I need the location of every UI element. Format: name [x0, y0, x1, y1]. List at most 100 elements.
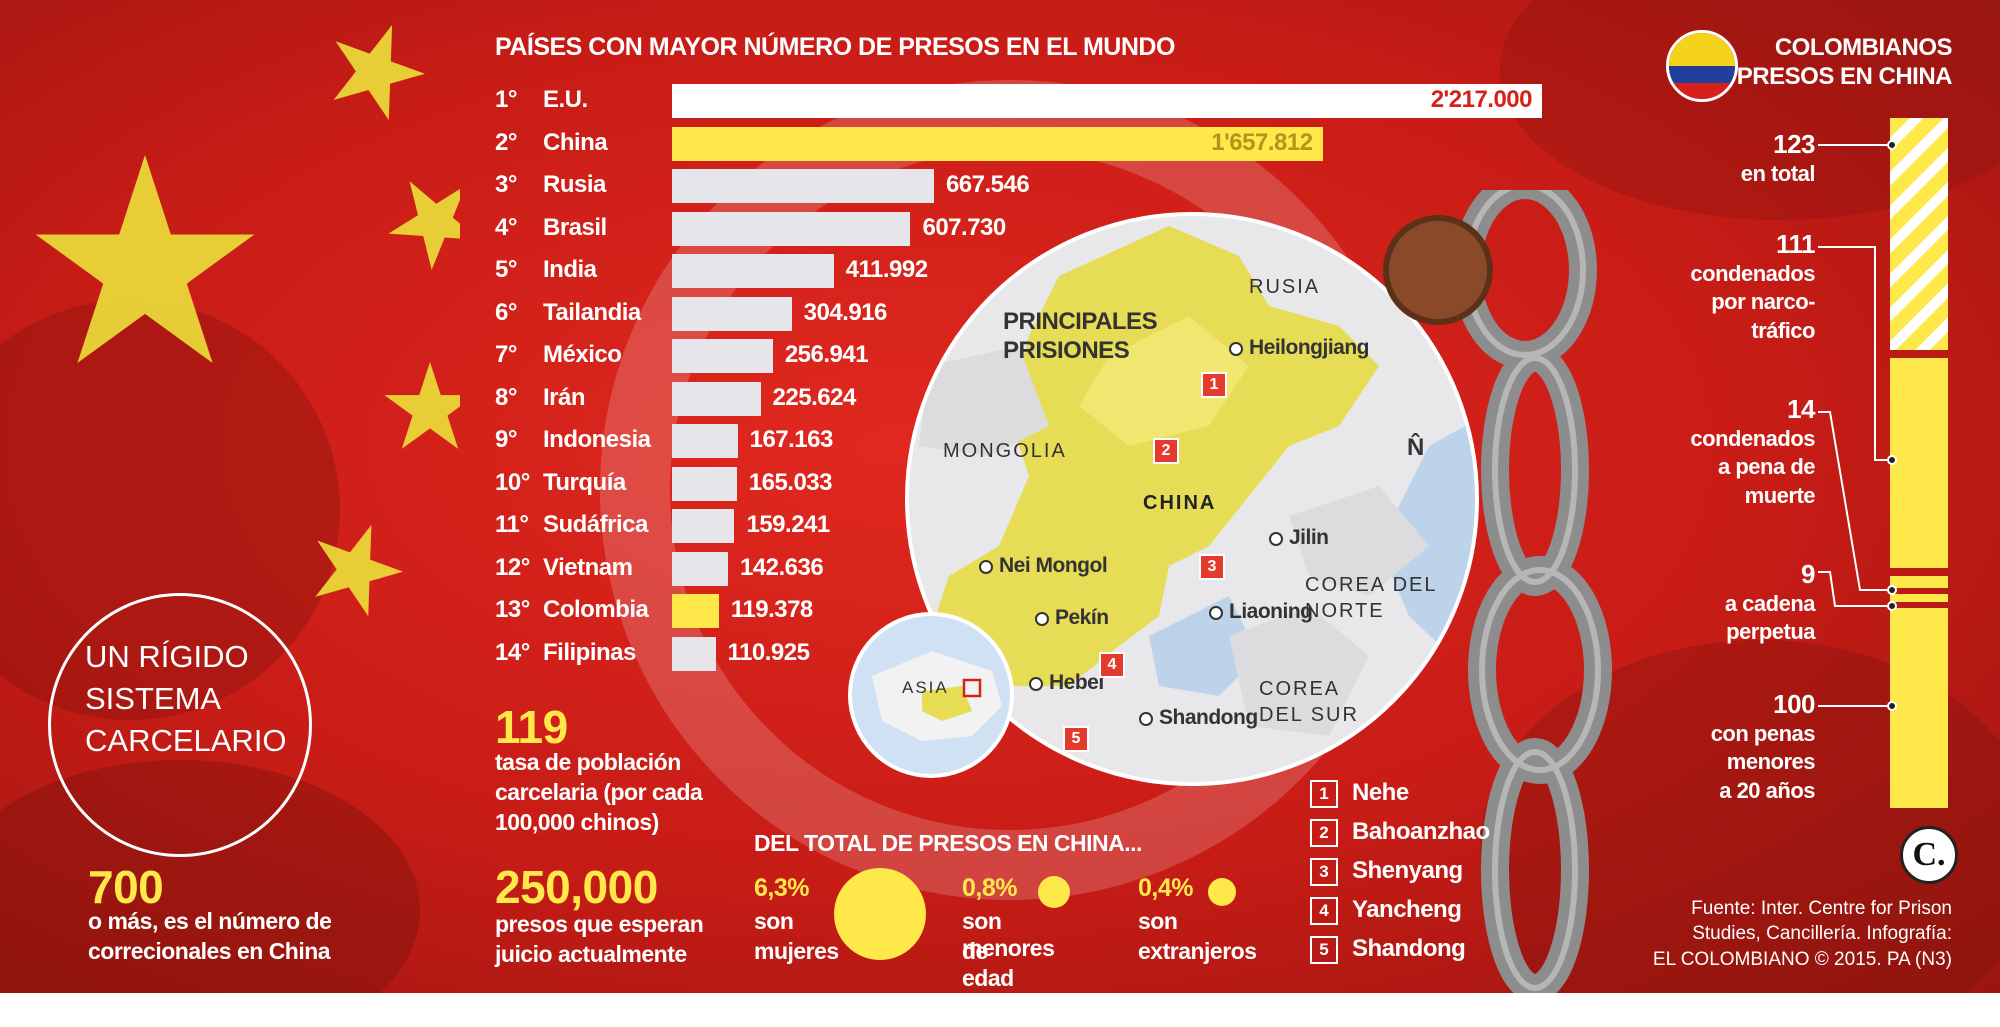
bar-rank: 14° — [495, 638, 530, 666]
legend-number-box: 3 — [1310, 858, 1338, 886]
colombianos-labels: 123 en total 111 condenados por narco-tráfic… — [1620, 0, 1815, 820]
bar-rank: 5° — [495, 256, 517, 283]
city-dot-icon — [1029, 677, 1043, 691]
bar — [672, 211, 911, 246]
bar-chart: 1° E.U. 2'217.000 2° China 1'657.812 3° Rusia 66… — [495, 86, 1533, 671]
bar — [672, 594, 719, 628]
pct-value: 0,4% — [1138, 874, 1193, 902]
bar — [672, 254, 834, 288]
bar — [672, 551, 728, 586]
bar-country-label: Brasil — [543, 213, 607, 241]
prison-marker: 3 — [1199, 554, 1225, 580]
main-title-line: SISTEMA — [85, 680, 222, 716]
bar-country-label: India — [543, 256, 597, 283]
segment-menores-20 — [1890, 608, 1948, 808]
legend-prison-name: Yancheng — [1352, 896, 1462, 923]
prison-marker: 1 — [1201, 372, 1227, 398]
bar-rank: 4° — [495, 213, 517, 241]
legend-number-box: 5 — [1310, 936, 1338, 964]
chain-illustration — [1383, 190, 1612, 993]
bar-country-label: México — [543, 341, 622, 368]
colombianos-stat-line: a cadena — [1724, 590, 1816, 616]
correctional-text-line: correcionales en China — [88, 937, 331, 964]
colombianos-stat-line: con penas — [1710, 720, 1816, 746]
colombianos-stat-line: tráfico — [1751, 318, 1815, 344]
pct-bubble — [1037, 875, 1071, 909]
colombianos-stat-number: 14 — [1787, 394, 1815, 424]
bar-value-label: 1'657.812 — [1211, 128, 1313, 156]
colombianos-bar — [1890, 118, 1948, 808]
rate-text: tasa de población carcelaria (por cada 1… — [495, 748, 703, 838]
label-mongolia: MONGOLIA — [943, 440, 1067, 462]
bar-country-label: Sudáfrica — [543, 511, 648, 538]
map-title-line: PRISIONES — [1003, 336, 1130, 364]
asia-globe: ASIA — [848, 612, 1014, 778]
bar-country-label: E.U. — [543, 86, 588, 113]
bar-country-label: Indonesia — [543, 426, 651, 453]
city-label: Hebei — [1049, 671, 1104, 694]
bar-country-label: Tailandia — [543, 298, 641, 326]
label-rusia: RUSIA — [1249, 276, 1321, 298]
title-circle: UN RÍGIDO SISTEMA CARCELARIO — [48, 593, 312, 857]
bar-rank: 10° — [495, 468, 530, 496]
globe-shapes — [872, 651, 1002, 741]
colombianos-stat-line: condenados — [1690, 260, 1815, 286]
prisons-legend: 1 Nehe 2 Bahoanzhao 3 Shenyang 4 Yancheng 5 Shand… — [1310, 779, 1510, 980]
colombianos-stat-line: condenados — [1690, 425, 1815, 451]
colombianos-stat-number: 100 — [1773, 689, 1815, 719]
bar-rank: 1° — [495, 86, 517, 113]
bar-country-label: Irán — [543, 383, 586, 411]
city-label: Pekín — [1055, 606, 1109, 629]
colombianos-title-line: PRESOS EN CHINA — [1736, 62, 1953, 90]
label-china: CHINA — [1143, 492, 1217, 514]
pct-value: 0,8% — [962, 874, 1017, 902]
label-line: NORTE — [1305, 600, 1385, 622]
source-line: EL COLOMBIANO © 2015. PA (N3) — [1652, 948, 1952, 970]
sea — [1379, 420, 1475, 679]
bar-country-label: Turquía — [543, 468, 626, 496]
waiting-text: presos que esperan juicio actualmente — [495, 910, 704, 970]
map-title-line: PRINCIPALES — [1003, 308, 1158, 335]
bar-rank: 2° — [495, 128, 517, 156]
province — [1079, 316, 1249, 446]
pct-bubble — [1208, 878, 1236, 906]
colombianos-stat: 123 en total — [1741, 129, 1816, 188]
city-dot-icon — [1269, 532, 1283, 546]
bar-rank: 8° — [495, 383, 517, 411]
segment-narcotrafico — [1890, 118, 1948, 350]
pct-value: 6,3% — [754, 874, 809, 902]
bar-rank: 7° — [495, 341, 517, 368]
north-arrow-icon: N̂ — [1407, 434, 1425, 461]
correctional-value: 700 — [88, 861, 164, 913]
bar-value-label: 225.624 — [772, 383, 857, 411]
colombia-flag-icon — [1666, 30, 1738, 102]
korea-north — [1289, 486, 1429, 596]
bar-value-label: 165.033 — [748, 468, 833, 496]
bar-value-label: 159.241 — [746, 511, 830, 538]
legend-number-box: 1 — [1310, 780, 1338, 808]
bar-country-label: Colombia — [543, 596, 649, 623]
prison-marker: 2 — [1153, 438, 1179, 464]
bar-country-label: Vietnam — [543, 553, 633, 581]
legend-prison-name: Nehe — [1352, 779, 1409, 806]
bar-rank: 6° — [495, 298, 517, 326]
bar-value-label: 411.992 — [845, 256, 928, 283]
bar-country-label: Filipinas — [543, 638, 636, 666]
map-shapes — [919, 226, 1475, 736]
waiting-value: 250,000 — [495, 861, 658, 913]
city-dot-icon — [1139, 712, 1153, 726]
bar-rank: 12° — [495, 553, 530, 581]
pct-text-line: mujeres — [754, 938, 839, 964]
mongolia-area — [919, 346, 1049, 456]
rate-text-line: 100,000 chinos) — [495, 808, 659, 835]
colombianos-stat-line: perpetua — [1726, 619, 1815, 645]
bar — [672, 509, 735, 543]
colombianos-stat: 14 condenados a pena de muerte — [1690, 394, 1815, 511]
pct-text-line: extranjeros — [1138, 938, 1257, 964]
waiting-text-line: presos que esperan — [495, 911, 704, 937]
bar — [672, 466, 737, 501]
colombianos-stat-line: a pena de — [1718, 454, 1815, 480]
legend-prison-name: Bahoanzhao — [1352, 818, 1490, 845]
bar-value-label: 119.378 — [730, 596, 813, 623]
